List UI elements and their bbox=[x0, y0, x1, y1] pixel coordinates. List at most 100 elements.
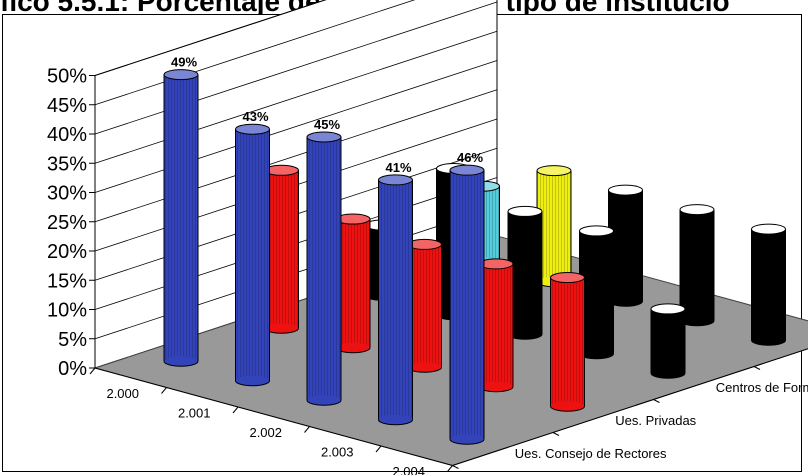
bar-base bbox=[479, 381, 513, 392]
bar-body-texture bbox=[235, 129, 270, 381]
bar-cylinder bbox=[306, 131, 342, 406]
y-tick-label: 30% bbox=[47, 183, 87, 205]
bar-top bbox=[378, 174, 413, 186]
bar-cylinder bbox=[679, 204, 715, 327]
bar-top bbox=[235, 123, 270, 135]
bar-top bbox=[550, 272, 585, 284]
bar-base bbox=[508, 329, 542, 340]
bar-top bbox=[536, 165, 572, 177]
x-category-label: 2.002 bbox=[249, 425, 282, 440]
x-category-label: 2.003 bbox=[321, 444, 354, 459]
bar-cylinder bbox=[478, 258, 514, 393]
y-tick-label: 5% bbox=[58, 329, 87, 351]
y-tick-label: 45% bbox=[47, 95, 87, 117]
bar-top bbox=[507, 205, 543, 217]
bar-cylinder bbox=[550, 272, 585, 412]
y-tick-label: 50% bbox=[47, 66, 87, 88]
bar-body-texture bbox=[378, 179, 413, 420]
y-tick-label: 0% bbox=[58, 358, 87, 380]
y-tick-label: 10% bbox=[47, 300, 87, 322]
bar-cylinder bbox=[407, 238, 442, 373]
bar-base bbox=[264, 323, 299, 334]
bar-base bbox=[608, 296, 643, 307]
bar-body-texture bbox=[264, 170, 299, 329]
bar-base-edge bbox=[751, 340, 786, 346]
bar-body-texture bbox=[164, 74, 198, 362]
bar-top bbox=[608, 184, 643, 196]
bar-top bbox=[650, 303, 686, 315]
bar-base-edge bbox=[550, 406, 585, 412]
bar-base bbox=[378, 414, 413, 425]
bar-base bbox=[751, 335, 786, 346]
depth-tick bbox=[653, 399, 660, 403]
bar-base-edge bbox=[163, 361, 199, 367]
data-label: 41% bbox=[385, 160, 411, 175]
bar-cylinder bbox=[507, 205, 543, 340]
gridline bbox=[94, 0, 416, 106]
x-tick bbox=[304, 426, 310, 433]
gridline bbox=[94, 1, 498, 135]
y-tick-label: 15% bbox=[47, 270, 87, 292]
series-label: Centros de Formación Técnica bbox=[716, 380, 808, 395]
x-category-label: 2.004 bbox=[392, 464, 425, 475]
bar-body-texture bbox=[508, 211, 542, 335]
bar-top bbox=[751, 223, 786, 235]
depth-tick bbox=[552, 432, 560, 436]
bar-body-texture bbox=[751, 229, 786, 341]
bar-base-edge bbox=[235, 380, 270, 387]
bar-body-texture bbox=[450, 170, 484, 440]
x-tick bbox=[375, 445, 382, 453]
data-label: 46% bbox=[457, 150, 483, 165]
bar-cylinder bbox=[163, 69, 199, 367]
x-tick bbox=[447, 465, 453, 472]
x-category-label: 2.001 bbox=[178, 405, 211, 420]
bar-base bbox=[336, 342, 370, 353]
bar-top bbox=[579, 225, 614, 237]
bar-body-texture bbox=[537, 170, 571, 282]
bar-cylinder bbox=[449, 164, 485, 445]
bar-top bbox=[449, 164, 485, 176]
bar-base-edge bbox=[306, 400, 342, 406]
bar-base bbox=[450, 434, 484, 445]
bar-cylinder bbox=[751, 223, 786, 346]
bar-body-texture bbox=[307, 137, 341, 401]
bar-cylinder bbox=[235, 123, 270, 387]
bar-top bbox=[679, 204, 715, 216]
bar-base bbox=[164, 356, 198, 367]
bar-body-texture bbox=[479, 263, 513, 387]
bar-base bbox=[550, 401, 585, 412]
bar-body-texture bbox=[407, 244, 442, 368]
bar-cylinder bbox=[536, 165, 572, 288]
depth-tick bbox=[753, 366, 761, 370]
bar-cylinder bbox=[335, 213, 371, 354]
bar-base-edge bbox=[449, 439, 485, 445]
gridline bbox=[94, 89, 498, 223]
x-axis bbox=[94, 367, 453, 466]
bar-body-texture bbox=[680, 209, 714, 321]
bar-base bbox=[680, 315, 714, 326]
bar-body-texture bbox=[336, 219, 370, 348]
bar-body-texture bbox=[579, 230, 614, 354]
bar-cylinder bbox=[378, 174, 413, 426]
series-label: Ues. Privadas bbox=[615, 413, 696, 428]
gridline bbox=[94, 0, 327, 76]
bar-body-texture bbox=[651, 308, 685, 374]
data-label: 49% bbox=[171, 55, 197, 70]
bar-base bbox=[307, 395, 341, 406]
data-label: 43% bbox=[242, 109, 268, 124]
x-category-label: 2.000 bbox=[106, 386, 139, 401]
bar-base bbox=[651, 368, 685, 379]
series-label: Ues. Consejo de Rectores bbox=[515, 446, 667, 461]
bar-base-edge bbox=[378, 419, 413, 426]
y-tick-label: 40% bbox=[47, 124, 87, 146]
bar-top bbox=[306, 131, 342, 143]
data-label: 45% bbox=[314, 117, 340, 132]
gridline bbox=[94, 60, 498, 193]
y-tick-label: 20% bbox=[47, 241, 87, 263]
y-tick-label: 25% bbox=[47, 212, 87, 234]
gridline bbox=[94, 30, 498, 164]
x-tick bbox=[161, 387, 167, 394]
depth-tick bbox=[452, 465, 459, 469]
